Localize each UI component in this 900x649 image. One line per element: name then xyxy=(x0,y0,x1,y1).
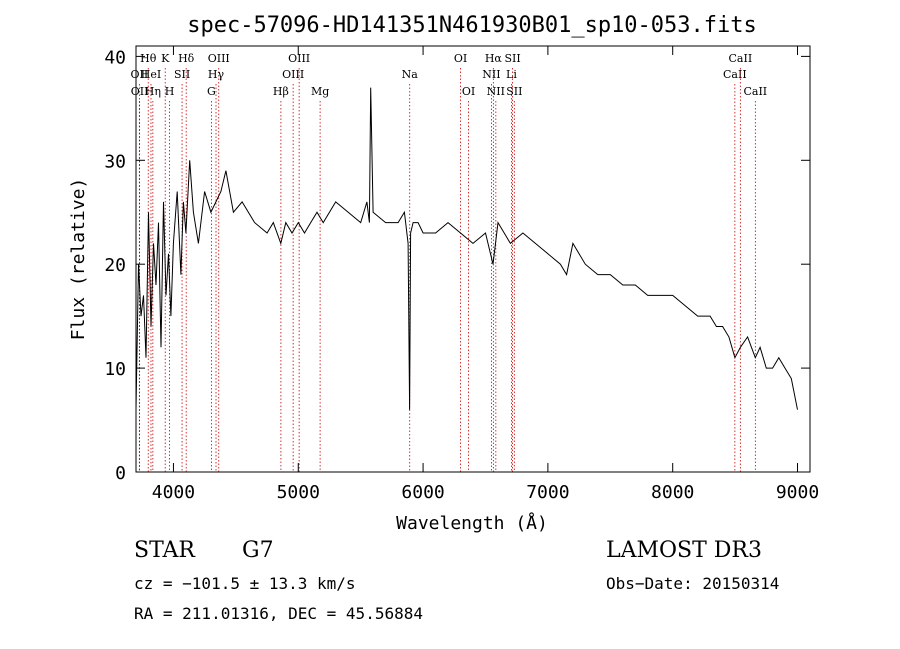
line-label: Li xyxy=(506,68,517,81)
line-label: OII xyxy=(131,68,149,81)
x-tick-label: 6000 xyxy=(401,482,444,503)
y-axis: 0 10 20 30 40 xyxy=(104,47,810,484)
line-label: OIII xyxy=(282,68,304,81)
line-label: OI xyxy=(462,85,475,98)
plot-frame xyxy=(135,45,811,473)
coordinates: RA = 211.01316, DEC = 45.56884 xyxy=(134,604,423,623)
x-tick-label: 7000 xyxy=(526,482,569,503)
y-tick-label: 20 xyxy=(104,255,126,276)
line-label: K xyxy=(161,52,170,65)
line-label: OIII xyxy=(288,52,310,65)
line-label: CaII xyxy=(743,85,767,98)
y-axis-label: Flux (relative) xyxy=(68,178,89,341)
line-label: OIII xyxy=(208,52,230,65)
line-label: Hθ xyxy=(140,52,157,65)
y-tick-label: 10 xyxy=(104,359,126,380)
line-label: Na xyxy=(402,68,419,81)
line-label: NII xyxy=(487,85,505,98)
line-label: HeI xyxy=(141,68,161,81)
line-label: OI xyxy=(454,52,467,65)
object-class: STAR xyxy=(134,538,195,563)
line-label: CaII xyxy=(723,68,747,81)
line-label: SII xyxy=(506,85,522,98)
line-label: H xyxy=(165,85,175,98)
line-label: Mg xyxy=(311,85,329,98)
emission-line-markers: OII OII Hθ HeI Hη K SII H Hδ OIII Hγ G Hβ OIII OIII Mg N… xyxy=(131,52,767,472)
chart-title: spec-57096-HD141351N461930B01_sp10-053.f… xyxy=(187,13,757,38)
line-label: Hη xyxy=(145,85,161,98)
line-label: Hδ xyxy=(178,52,195,65)
line-label: CaII xyxy=(729,52,753,65)
survey-name: LAMOST DR3 xyxy=(606,538,762,563)
line-label: OII xyxy=(131,85,149,98)
y-tick-label: 40 xyxy=(104,47,126,68)
line-label: SII xyxy=(174,68,190,81)
line-label: G xyxy=(207,85,216,98)
x-tick-label: 5000 xyxy=(277,482,320,503)
redshift-cz: cz = −101.5 ± 13.3 km/s xyxy=(134,574,356,593)
y-tick-label: 0 xyxy=(115,463,126,484)
line-label: Hα xyxy=(485,52,503,65)
x-tick-label: 4000 xyxy=(152,482,195,503)
x-axis: 4000 5000 6000 7000 8000 9000 xyxy=(152,46,819,503)
x-tick-label: 8000 xyxy=(651,482,694,503)
line-label: NII xyxy=(482,68,500,81)
y-tick-label: 30 xyxy=(104,151,126,172)
line-label: SII xyxy=(504,52,520,65)
x-tick-label: 9000 xyxy=(776,482,819,503)
line-label: Hβ xyxy=(273,85,289,98)
line-label: Hγ xyxy=(208,68,225,81)
spectrum-line xyxy=(135,87,798,410)
object-subclass: G7 xyxy=(242,538,274,563)
x-axis-label: Wavelength (Å) xyxy=(396,512,548,534)
observation-date: Obs−Date: 20150314 xyxy=(606,574,780,593)
